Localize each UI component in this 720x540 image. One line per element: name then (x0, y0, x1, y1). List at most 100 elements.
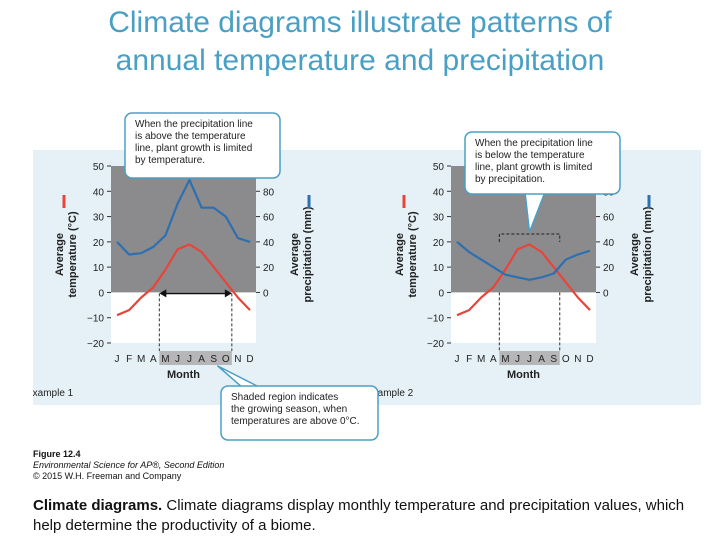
panel-a-month-label: M (137, 354, 145, 365)
callout-b-text-line: by precipitation. (475, 174, 545, 185)
panel-b-temperature-line (456, 243, 591, 317)
figure-number: Figure 12.4 (33, 449, 81, 459)
panel-b-left-tick-label: 20 (433, 238, 445, 249)
panel-b-right-tick-label: 20 (603, 263, 615, 274)
panel-b-left-tick-label: 0 (438, 288, 444, 299)
callout-b-text-line: is below the temperature (475, 150, 585, 161)
panel-a-growing-season-band (159, 351, 232, 365)
panel-a-month-label: A (198, 354, 205, 365)
figure-credit: Figure 12.4 Environmental Science for AP… (33, 449, 224, 481)
panel-a-left-tick-label: 40 (93, 187, 105, 198)
slide-title: Climate diagrams illustrate patterns of … (0, 4, 720, 80)
panel-b-month-label: J (455, 354, 460, 365)
panel-a-right-axis-title-line: precipitation (mm) (302, 206, 314, 302)
panel-b-right-axis-title-line: Average (629, 233, 641, 276)
panel-a-panel-label: (a) Example 1 (33, 388, 74, 399)
title-line-2: annual temperature and precipitation (115, 44, 605, 77)
panel-a-month-label: S (210, 354, 217, 365)
callout-bottom-box (220, 385, 379, 441)
panel-a-left-tick-label: 20 (93, 238, 105, 249)
callout-a-text-line: by temperature. (135, 155, 205, 166)
panel-a-left-tick-label: −10 (87, 314, 104, 325)
panel-a-temperature-line (116, 243, 251, 317)
panel-b-left-axis-title-line: Average (394, 233, 406, 276)
panel-b-month-label: D (586, 354, 593, 365)
panel-a-right-tick-label: 0 (263, 288, 269, 299)
panel-a-right-tick-label: 20 (263, 263, 275, 274)
panel-b-growing-season-band (499, 351, 560, 365)
panel-b-left-tick-label: −10 (427, 314, 444, 325)
panel-a-right-axis-title: Averageprecipitation (mm) (289, 206, 314, 302)
callout-a-text-line: line, plant growth is limited (135, 143, 252, 154)
callout-bottom-text-line: Shaded region indicates (231, 392, 338, 403)
panel-a-left-tick-label: 30 (93, 213, 105, 224)
panel-a-month-label: J (175, 354, 180, 365)
panel-b-right-tick-label: 60 (603, 213, 615, 224)
callout-a-box (124, 112, 281, 179)
panel-a-left-tick-label: 0 (98, 288, 104, 299)
panel-b-panel-label: (b) Example 2 (351, 388, 414, 399)
climate-diagram-figure: 50403020100−10−20100806040200JFMAMJJASON… (33, 110, 701, 490)
panel-a-month-label: A (150, 354, 157, 365)
panel-a-month-label: M (161, 354, 169, 365)
callout-b-text-line: When the precipitation line (475, 138, 593, 149)
panel-b-left-tick-label: 50 (433, 162, 445, 173)
title-line-1: Climate diagrams illustrate patterns of (108, 6, 612, 39)
panel-b-right-tick-label: 40 (603, 238, 615, 249)
panel-b-left-tick-label: 30 (433, 213, 445, 224)
arrow-head-left (159, 289, 167, 298)
panel-a-right-axis-title-line: Average (289, 233, 301, 276)
panel-a-precipitation-line (116, 178, 251, 256)
panel-a-plot-area-above-zero (111, 166, 256, 293)
callout-a-text-line: is above the temperature (135, 131, 246, 142)
callout-bottom-text-line: the growing season, when (231, 404, 347, 415)
panel-a-month-label: O (222, 354, 230, 365)
panel-b-x-axis-title: Month (507, 369, 540, 381)
panel-b-month-label: A (490, 354, 497, 365)
dry-period-bracket (498, 233, 561, 242)
callout-b-text-line: line, plant growth is limited (475, 162, 592, 173)
figure-copyright: © 2015 W.H. Freeman and Company (33, 471, 182, 481)
caption-text: Climate diagrams display monthly tempera… (33, 497, 685, 534)
panel-a-month-label: N (234, 354, 241, 365)
panel-a-left-axis-title: Averagetemperature (°C) (54, 211, 79, 298)
panel-b-right-axis-title: Averageprecipitation (mm) (629, 206, 654, 302)
panel-a-left-tick-label: 50 (93, 162, 105, 173)
panel-b-left-axis-title: Averagetemperature (°C) (394, 211, 419, 298)
callout-a-text: When the precipitation line is above the … (135, 119, 253, 166)
panel-a-x-axis-title: Month (167, 369, 200, 381)
panel-b-right-tick-label: 0 (603, 288, 609, 299)
figure-canvas: 50403020100−10−20100806040200JFMAMJJASON… (33, 112, 701, 481)
panel-a-left-tick-label: −20 (87, 339, 104, 350)
panel-b-month-label: O (562, 354, 570, 365)
panel-b-right-axis-title-line: precipitation (mm) (642, 206, 654, 302)
callout-bottom-text: Shaded region indicates the growing seaso… (231, 392, 360, 427)
callouts: When the precipitation line is above the … (124, 112, 621, 441)
panel-b-month-label: J (527, 354, 532, 365)
panel-b-month-label: M (477, 354, 485, 365)
panel-b-left-tick-label: 40 (433, 187, 445, 198)
panel-a-right-tick-label: 40 (263, 238, 275, 249)
panel-a-left-axis-title-line: temperature (°C) (67, 211, 79, 298)
panel-a-month-label: J (187, 354, 192, 365)
caption: Climate diagrams. Climate diagrams displ… (33, 496, 693, 536)
panel-b-precipitation-line (456, 241, 591, 281)
panel-a-month-label: D (246, 354, 253, 365)
panel-b-month-label: N (574, 354, 581, 365)
panel-b-left-tick-label: 10 (433, 263, 445, 274)
panel-a-left-axis-title-line: Average (54, 233, 66, 276)
panel-b-month-label: A (538, 354, 545, 365)
callout-bottom-text-line: temperatures are above 0°C. (231, 416, 360, 427)
panel-a-month-label: F (126, 354, 132, 365)
panel-a-plot-area-below-zero (111, 292, 256, 343)
panel-a-right-tick-label: 60 (263, 213, 275, 224)
panel-b-plot-area-below-zero (451, 292, 596, 343)
callout-a-text-line: When the precipitation line (135, 119, 253, 130)
panel-b-month-label: J (515, 354, 520, 365)
caption-bold: Climate diagrams. (33, 497, 163, 514)
figure-book: Environmental Science for AP®, Second Ed… (33, 460, 224, 470)
panel-a-right-tick-label: 80 (263, 187, 275, 198)
arrow-head-right (224, 289, 232, 298)
panel-a-left-tick-label: 10 (93, 263, 105, 274)
panel-b-month-label: S (550, 354, 557, 365)
